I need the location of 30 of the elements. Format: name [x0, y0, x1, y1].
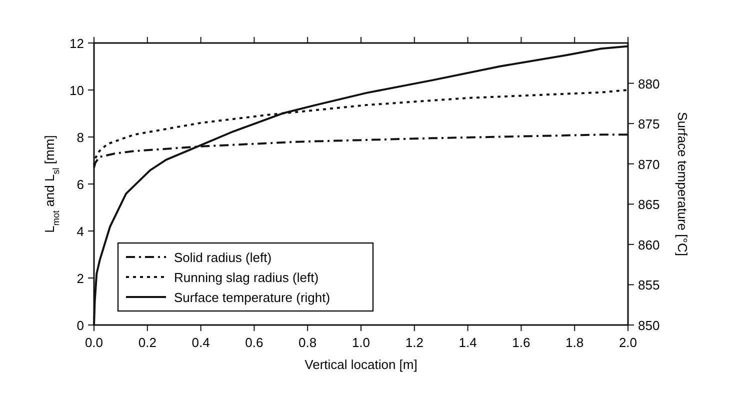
x-tick-label: 1.2	[405, 335, 424, 350]
x-tick-label: 0.8	[298, 335, 317, 350]
x-tick-label: 1.6	[512, 335, 530, 350]
x-tick-label: 1.0	[352, 335, 370, 350]
y2-tick-label: 880	[638, 76, 660, 92]
legend-label: Surface temperature (right)	[174, 290, 330, 305]
x-axis-title: Vertical location [m]	[304, 357, 418, 372]
x-tick-label: 1.8	[566, 335, 584, 350]
x-tick-label: 0.0	[84, 335, 104, 350]
y2-tick-label: 860	[638, 237, 660, 252]
y-tick-label: 12	[70, 36, 84, 51]
legend-label: Solid radius (left)	[174, 250, 272, 265]
y2-tick-label: 870	[638, 156, 660, 172]
y-tick-label: 4	[76, 224, 84, 239]
y2-tick-label: 855	[638, 278, 660, 293]
y-tick-label: 8	[76, 130, 84, 145]
y2-tick-label: 850	[638, 318, 660, 333]
y-tick-label: 6	[76, 177, 84, 192]
y-tick-label: 2	[76, 271, 84, 286]
y2-tick-label: 875	[638, 116, 660, 132]
x-tick-label: 0.4	[192, 335, 210, 350]
y-tick-label: 0	[76, 318, 84, 333]
x-tick-label: 2.0	[618, 335, 638, 350]
y-tick-label: 10	[70, 83, 84, 98]
x-tick-label: 0.2	[138, 335, 156, 350]
y2-tick-label: 865	[638, 197, 660, 212]
y2-axis-title: Surface temperature [°C]	[675, 112, 690, 256]
legend-label: Running slag radius (left)	[174, 270, 319, 285]
x-tick-label: 0.6	[245, 335, 264, 350]
x-tick-label: 1.4	[458, 335, 477, 350]
